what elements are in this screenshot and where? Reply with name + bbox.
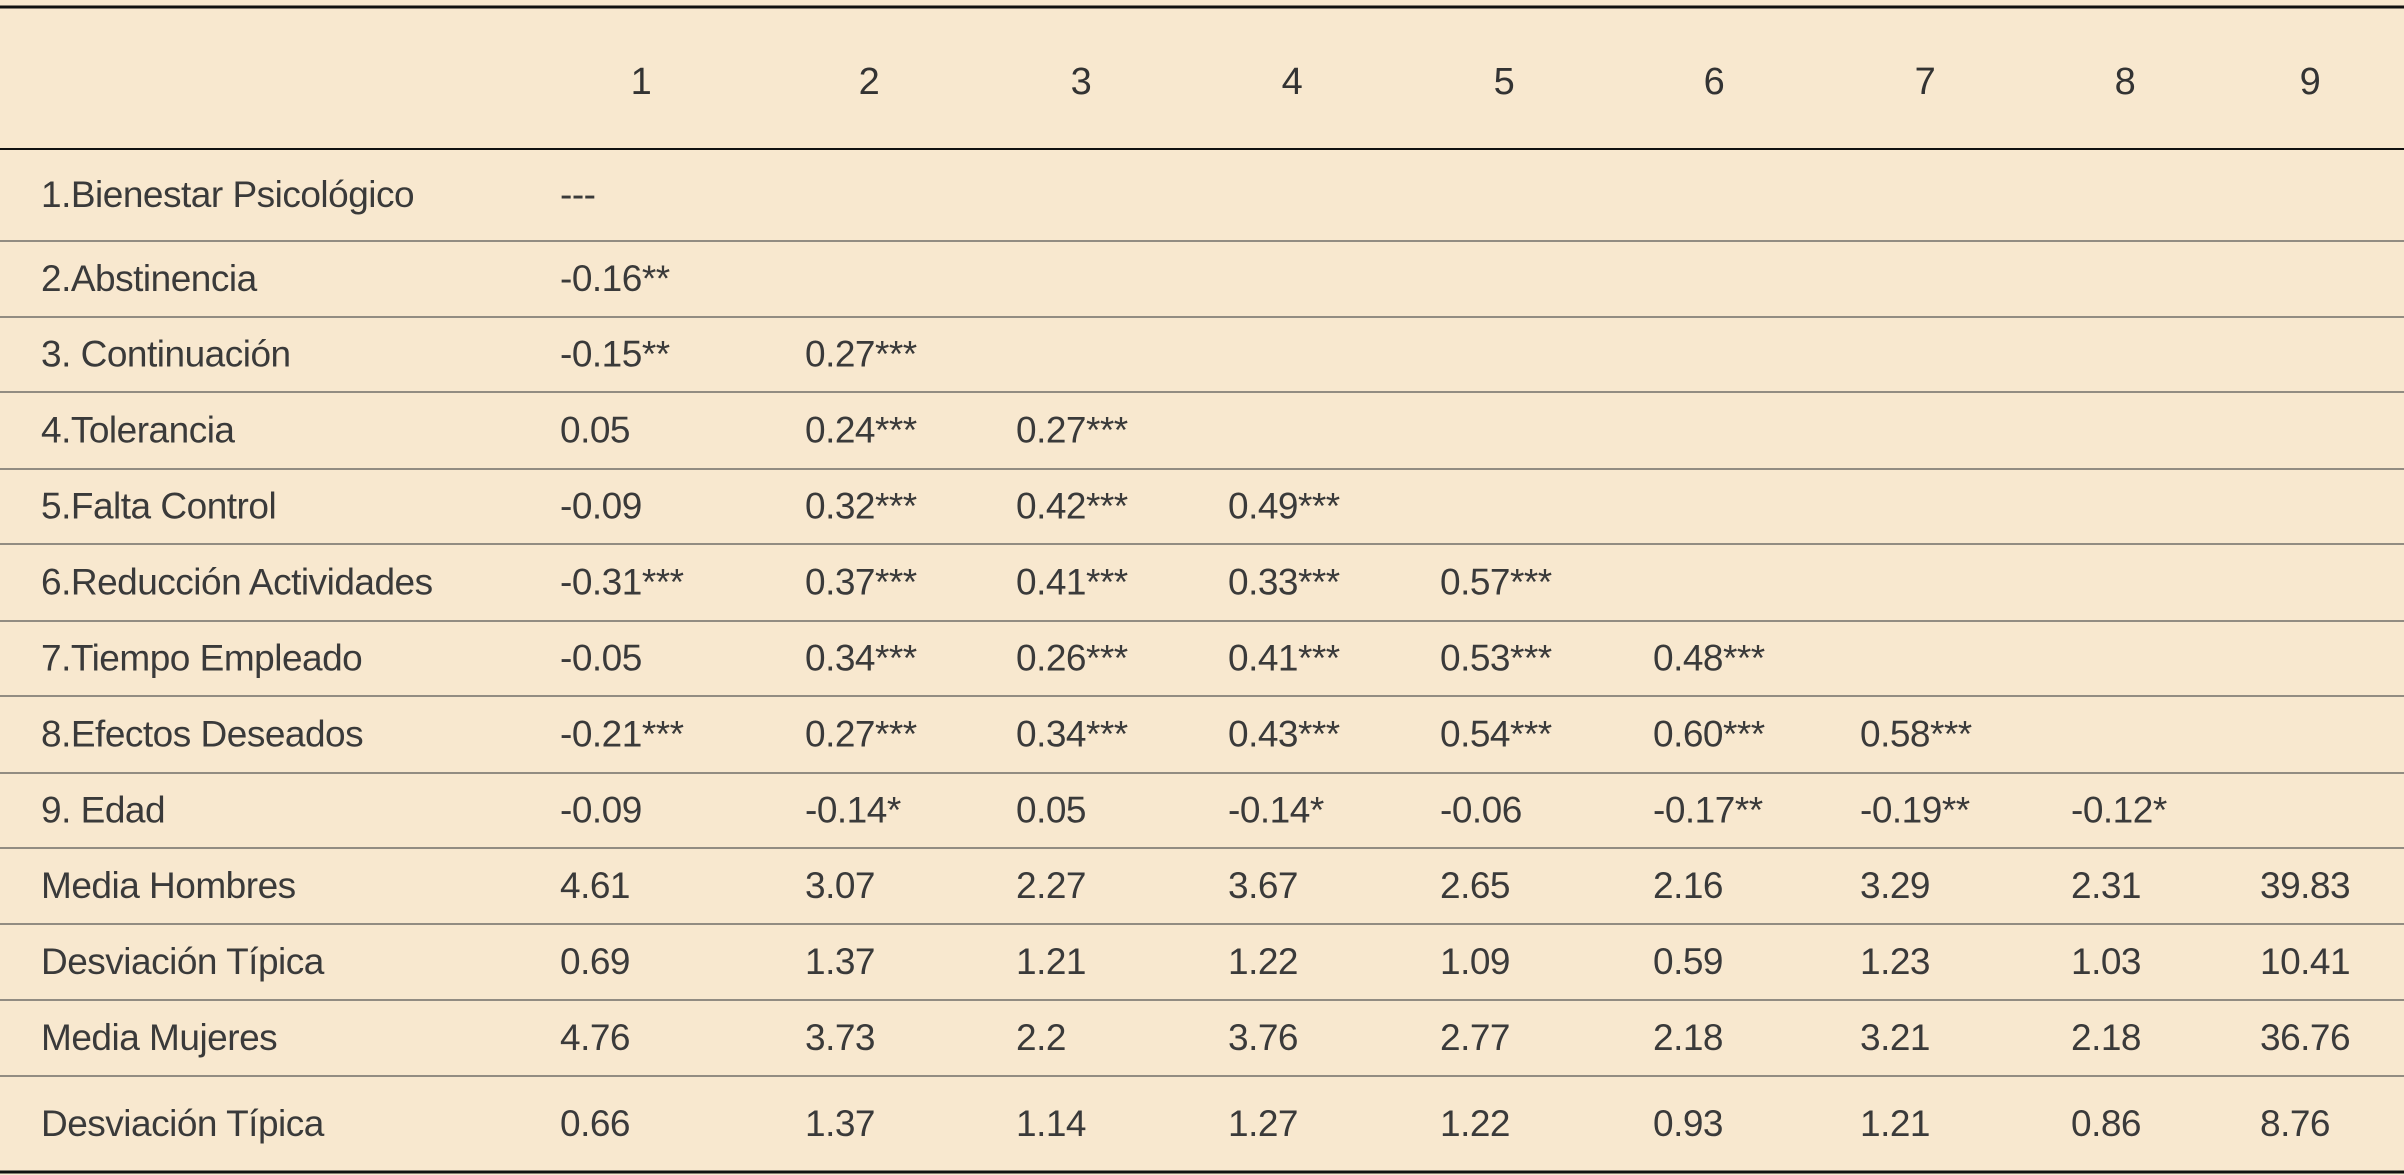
cell: 0.93 [1653, 1103, 1723, 1144]
column-header: 3 [1071, 61, 1092, 103]
cell: 0.27*** [1016, 409, 1128, 450]
cell: -0.31*** [560, 561, 684, 602]
cell: 0.59 [1653, 941, 1723, 982]
cell: 8.76 [2260, 1103, 2330, 1144]
column-header: 8 [2115, 61, 2136, 103]
cell: 1.37 [805, 1103, 875, 1144]
row-label: 4.Tolerancia [41, 409, 235, 450]
cell: 0.66 [560, 1103, 630, 1144]
cell: 2.31 [2071, 865, 2141, 906]
cell: 1.27 [1228, 1103, 1298, 1144]
cell: 0.32*** [805, 485, 917, 526]
cell: 10.41 [2260, 941, 2350, 982]
cell: 0.86 [2071, 1103, 2141, 1144]
cell: 2.18 [2071, 1017, 2141, 1058]
cell: -0.09 [560, 485, 642, 526]
cell: -0.14* [805, 789, 901, 830]
column-header: 7 [1915, 61, 1936, 103]
cell: -0.12* [2071, 789, 2167, 830]
cell: 1.21 [1016, 941, 1086, 982]
cell: 0.37*** [805, 561, 917, 602]
cell: -0.16** [560, 258, 670, 299]
column-header: 1 [631, 61, 652, 103]
row-label: 7.Tiempo Empleado [41, 637, 362, 678]
cell: --- [560, 174, 595, 215]
cell: -0.17** [1653, 789, 1763, 830]
cell: 3.76 [1228, 1017, 1298, 1058]
cell: 1.14 [1016, 1103, 1086, 1144]
cell: 0.05 [1016, 789, 1086, 830]
cell: 2.65 [1440, 865, 1510, 906]
cell: 36.76 [2260, 1017, 2350, 1058]
column-header: 6 [1704, 61, 1725, 103]
cell: 0.41*** [1016, 561, 1128, 602]
cell: -0.19** [1860, 789, 1970, 830]
cell: 1.37 [805, 941, 875, 982]
row-label: 8.Efectos Deseados [41, 713, 363, 754]
cell: 0.57*** [1440, 561, 1552, 602]
cell: 1.22 [1440, 1103, 1510, 1144]
cell: 2.16 [1653, 865, 1723, 906]
row-label: Desviación Típica [41, 941, 325, 982]
row-label: 2.Abstinencia [41, 258, 258, 299]
cell: 2.2 [1016, 1017, 1066, 1058]
cell: 3.21 [1860, 1017, 1930, 1058]
cell: 0.24*** [805, 409, 917, 450]
cell: 0.42*** [1016, 485, 1128, 526]
cell: 3.67 [1228, 865, 1298, 906]
cell: -0.21*** [560, 713, 684, 754]
cell: 4.61 [560, 865, 630, 906]
cell: -0.05 [560, 637, 642, 678]
cell: 0.48*** [1653, 637, 1765, 678]
cell: 1.09 [1440, 941, 1510, 982]
cell: 2.27 [1016, 865, 1086, 906]
cell: 2.77 [1440, 1017, 1510, 1058]
cell: 0.43*** [1228, 713, 1340, 754]
column-header: 4 [1282, 61, 1303, 103]
cell: 4.76 [560, 1017, 630, 1058]
cell: 0.34*** [805, 637, 917, 678]
cell: 0.27*** [805, 713, 917, 754]
cell: 0.41*** [1228, 637, 1340, 678]
row-label: Media Mujeres [41, 1017, 277, 1058]
row-label: 6.Reducción Actividades [41, 561, 433, 602]
cell: -0.14* [1228, 789, 1324, 830]
row-label: Media Hombres [41, 865, 296, 906]
cell: -0.06 [1440, 789, 1522, 830]
cell: 0.26*** [1016, 637, 1128, 678]
cell: 0.27*** [805, 333, 917, 374]
cell: 1.22 [1228, 941, 1298, 982]
cell: 2.18 [1653, 1017, 1723, 1058]
cell: 0.69 [560, 941, 630, 982]
row-label: 1.Bienestar Psicológico [41, 174, 414, 215]
row-label: 9. Edad [41, 789, 165, 830]
row-label: Desviación Típica [41, 1103, 325, 1144]
cell: 39.83 [2260, 865, 2350, 906]
column-header: 5 [1494, 61, 1515, 103]
cell: 1.03 [2071, 941, 2141, 982]
cell: 0.60*** [1653, 713, 1765, 754]
column-header: 9 [2300, 61, 2321, 103]
cell: 0.53*** [1440, 637, 1552, 678]
cell: 0.58*** [1860, 713, 1972, 754]
cell: 0.54*** [1440, 713, 1552, 754]
cell: 3.73 [805, 1017, 875, 1058]
cell: 0.34*** [1016, 713, 1128, 754]
cell: -0.09 [560, 789, 642, 830]
cell: 0.05 [560, 409, 630, 450]
cell: -0.15** [560, 333, 670, 374]
cell: 3.07 [805, 865, 875, 906]
row-label: 3. Continuación [41, 333, 291, 374]
column-header: 2 [859, 61, 880, 103]
cell: 0.33*** [1228, 561, 1340, 602]
cell: 3.29 [1860, 865, 1930, 906]
cell: 1.23 [1860, 941, 1930, 982]
cell: 1.21 [1860, 1103, 1930, 1144]
row-label: 5.Falta Control [41, 485, 276, 526]
cell: 0.49*** [1228, 485, 1340, 526]
